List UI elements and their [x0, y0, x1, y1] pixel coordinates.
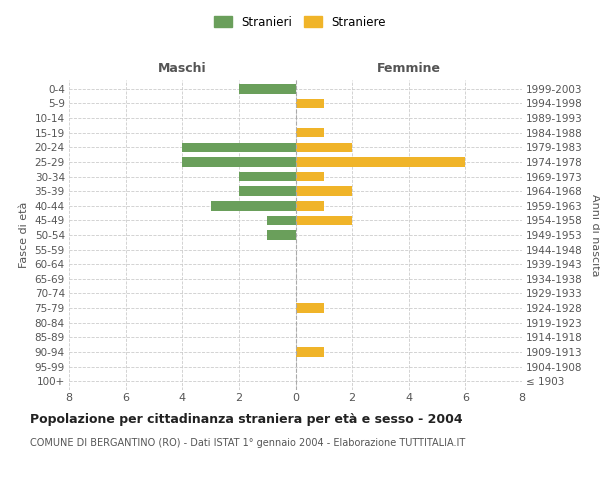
Text: Femmine: Femmine — [377, 62, 441, 75]
Bar — [296, 347, 324, 356]
Bar — [296, 172, 324, 182]
Bar — [296, 98, 324, 108]
Text: Maschi: Maschi — [158, 62, 206, 75]
Bar — [211, 201, 296, 210]
Bar — [296, 201, 324, 210]
Bar — [296, 128, 324, 138]
Bar — [239, 186, 296, 196]
Bar — [267, 216, 296, 225]
Bar — [267, 230, 296, 240]
Text: Popolazione per cittadinanza straniera per età e sesso - 2004: Popolazione per cittadinanza straniera p… — [30, 412, 463, 426]
Bar — [296, 186, 352, 196]
Bar — [296, 304, 324, 313]
Bar — [296, 142, 352, 152]
Bar — [182, 157, 296, 166]
Text: COMUNE DI BERGANTINO (RO) - Dati ISTAT 1° gennaio 2004 - Elaborazione TUTTITALIA: COMUNE DI BERGANTINO (RO) - Dati ISTAT 1… — [30, 438, 465, 448]
Bar — [296, 216, 352, 225]
Bar — [182, 142, 296, 152]
Legend: Stranieri, Straniere: Stranieri, Straniere — [209, 11, 391, 34]
Y-axis label: Fasce di età: Fasce di età — [19, 202, 29, 268]
Y-axis label: Anni di nascita: Anni di nascita — [590, 194, 599, 276]
Bar — [239, 172, 296, 182]
Bar — [296, 157, 466, 166]
Bar — [239, 84, 296, 94]
